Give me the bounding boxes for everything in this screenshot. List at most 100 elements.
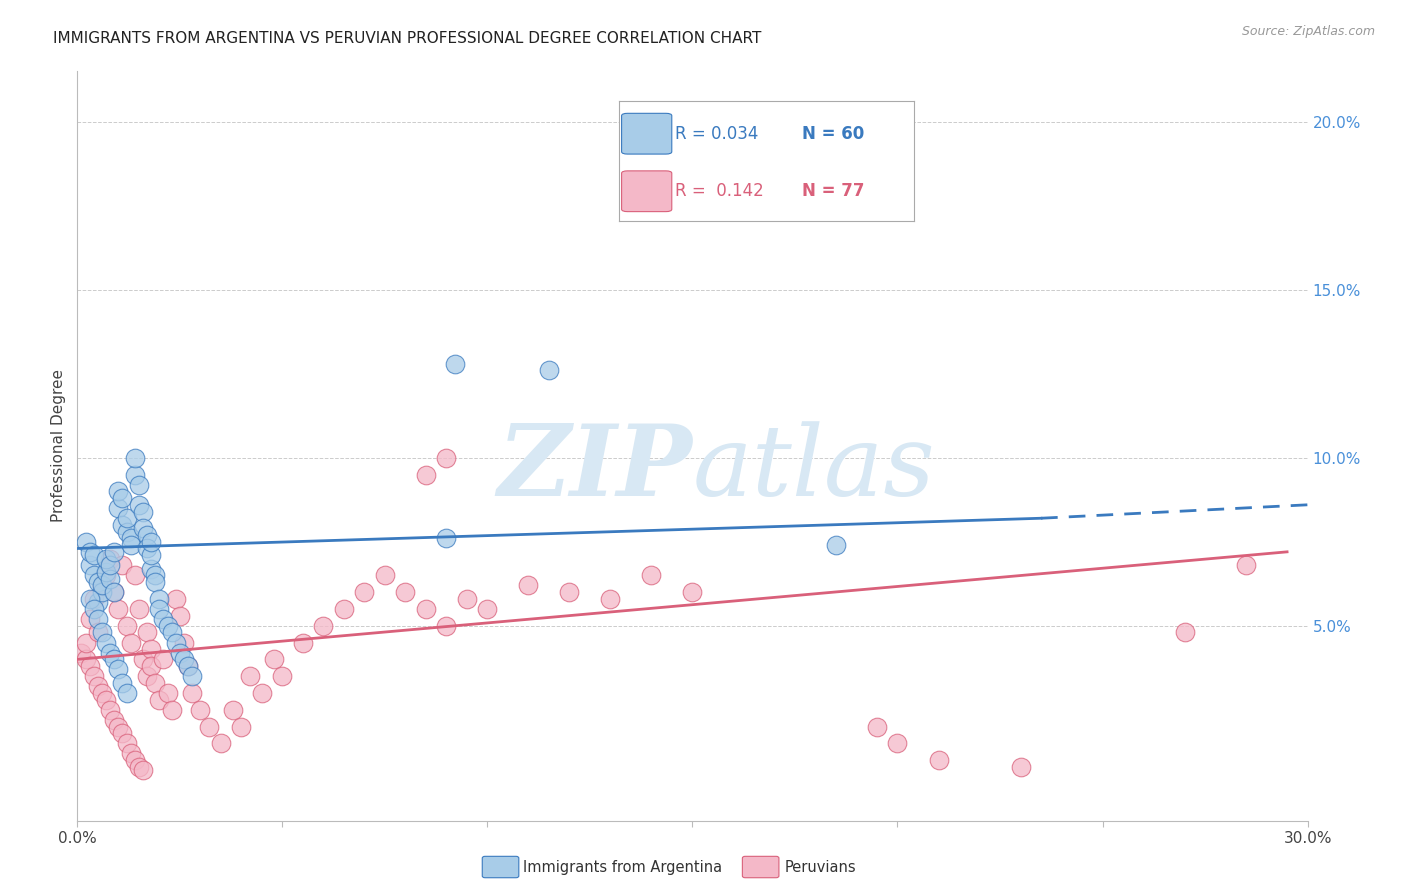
Point	[143, 568, 166, 582]
Point	[394, 585, 416, 599]
Point	[374, 568, 396, 582]
Point	[98, 558, 121, 573]
Point	[141, 642, 163, 657]
Point	[124, 467, 146, 482]
Point	[1234, 558, 1257, 573]
Point	[115, 736, 138, 750]
Point	[156, 619, 179, 633]
Point	[87, 612, 110, 626]
Point	[188, 703, 212, 717]
Point	[825, 538, 848, 552]
Point	[115, 524, 138, 539]
Point	[111, 558, 134, 573]
Point	[141, 534, 163, 549]
Point	[456, 591, 478, 606]
Point	[312, 619, 335, 633]
Point	[107, 662, 129, 676]
Point	[141, 659, 163, 673]
Point	[156, 686, 179, 700]
Point	[103, 585, 125, 599]
Point	[98, 646, 121, 660]
Point	[111, 726, 134, 740]
Point	[83, 548, 105, 562]
Point	[333, 602, 356, 616]
Text: atlas: atlas	[693, 421, 935, 516]
Point	[165, 591, 187, 606]
Point	[87, 625, 110, 640]
Point	[94, 565, 117, 579]
Point	[87, 595, 110, 609]
Point	[79, 558, 101, 573]
Point	[90, 625, 114, 640]
Point	[1010, 760, 1032, 774]
Point	[141, 548, 163, 562]
Point	[87, 679, 110, 693]
Point	[443, 357, 465, 371]
Point	[79, 659, 101, 673]
Point	[209, 736, 232, 750]
Point	[75, 534, 97, 549]
Point	[177, 659, 200, 673]
Point	[132, 521, 155, 535]
Point	[115, 619, 138, 633]
Point	[436, 619, 458, 633]
Point	[517, 578, 540, 592]
Point	[537, 363, 560, 377]
Point	[231, 720, 253, 734]
Point	[136, 669, 159, 683]
Point	[250, 686, 273, 700]
Point	[152, 652, 174, 666]
Point	[83, 669, 105, 683]
Point	[124, 753, 146, 767]
Point	[558, 585, 581, 599]
Point	[128, 498, 150, 512]
Point	[107, 501, 129, 516]
Point	[128, 760, 150, 774]
Point	[103, 585, 125, 599]
Point	[79, 545, 101, 559]
Point	[415, 467, 437, 482]
Text: Peruvians: Peruvians	[785, 860, 856, 874]
Point	[98, 551, 121, 566]
Point	[103, 713, 125, 727]
Point	[94, 635, 117, 649]
Point	[1174, 625, 1197, 640]
Point	[115, 686, 138, 700]
Point	[640, 568, 662, 582]
Point	[83, 591, 105, 606]
Point	[181, 669, 204, 683]
Point	[90, 585, 114, 599]
Point	[94, 568, 117, 582]
Point	[107, 720, 129, 734]
Point	[136, 625, 159, 640]
Point	[886, 736, 908, 750]
Point	[271, 669, 294, 683]
Point	[90, 686, 114, 700]
Point	[120, 747, 142, 761]
Point	[98, 572, 121, 586]
Point	[111, 518, 134, 533]
Point	[107, 484, 129, 499]
Point	[107, 602, 129, 616]
Point	[111, 676, 134, 690]
Point	[148, 602, 170, 616]
Point	[132, 763, 155, 777]
Point	[436, 532, 458, 546]
Point	[83, 602, 105, 616]
Point	[477, 602, 499, 616]
Point	[128, 602, 150, 616]
Point	[75, 635, 97, 649]
Point	[682, 585, 704, 599]
Point	[599, 591, 621, 606]
Point	[415, 602, 437, 616]
Point	[181, 686, 204, 700]
Point	[169, 608, 191, 623]
Text: Immigrants from Argentina: Immigrants from Argentina	[523, 860, 723, 874]
Point	[173, 635, 195, 649]
Point	[83, 568, 105, 582]
Point	[124, 450, 146, 465]
Point	[136, 528, 159, 542]
Point	[120, 635, 142, 649]
Point	[70, 646, 93, 660]
Point	[124, 568, 146, 582]
